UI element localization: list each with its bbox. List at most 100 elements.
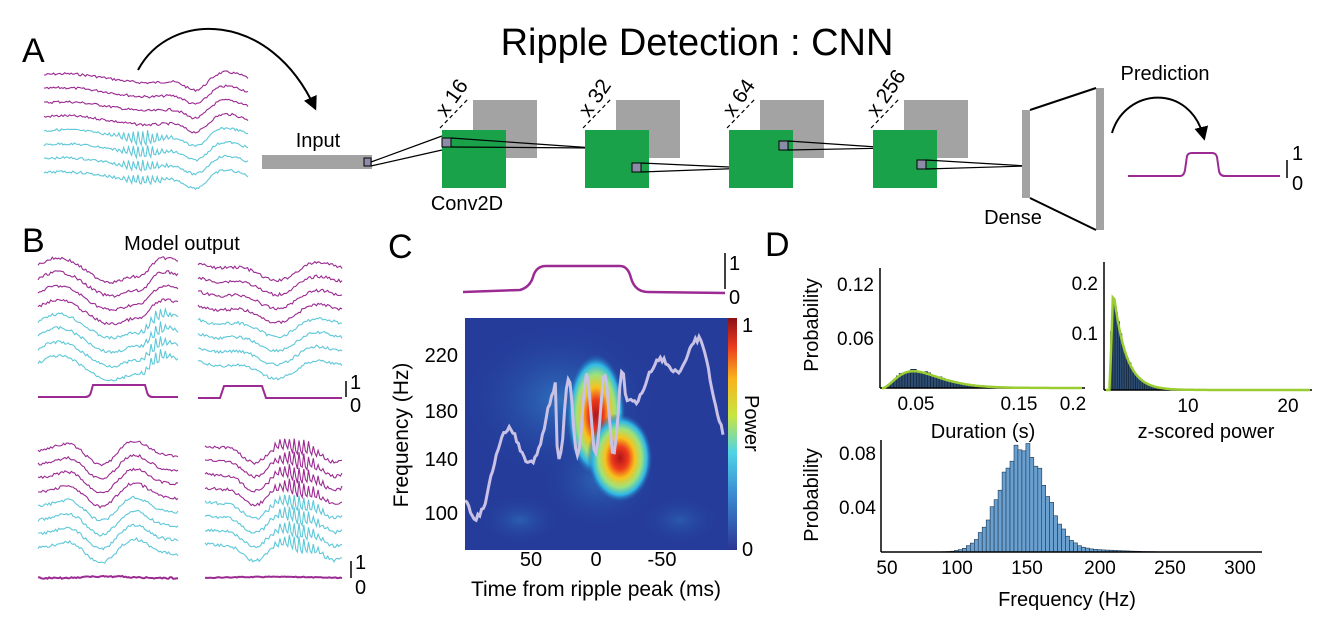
panel-label-c: C <box>388 228 413 266</box>
hist-bar <box>965 545 971 553</box>
signal-trace <box>37 298 179 326</box>
signal-trace <box>197 317 342 339</box>
hist-bar <box>1001 471 1007 553</box>
hist-bar <box>904 372 909 389</box>
b-prediction-1 <box>38 384 178 398</box>
signal-trace <box>43 127 249 148</box>
hist-bar <box>1033 465 1039 553</box>
hist-bar <box>997 489 1003 553</box>
prediction-arrow <box>1111 96 1209 141</box>
signal-trace <box>37 336 179 368</box>
figure-title: Ripple Detection : CNN <box>501 22 894 64</box>
hist-bar <box>1037 467 1043 553</box>
signal-trace <box>37 256 179 285</box>
input-label: Input <box>296 130 341 152</box>
b-prediction-3 <box>37 574 179 580</box>
b-scale-top: 1 <box>350 372 361 394</box>
hist-bar <box>918 372 923 389</box>
hist-bar <box>981 526 987 553</box>
signal-trace <box>197 274 343 297</box>
dur-xtick-1: 0.05 <box>898 394 935 415</box>
signal-trace <box>197 359 343 381</box>
prediction-scale-bottom: 0 <box>1292 173 1303 195</box>
signal-trace <box>204 494 343 520</box>
input-kernel <box>363 157 372 167</box>
signal-trace <box>197 302 343 325</box>
dense-layer <box>1022 87 1104 231</box>
signal-trace <box>37 467 179 494</box>
prediction-label: Prediction <box>1121 63 1210 85</box>
signal-trace <box>197 344 343 367</box>
signal-trace <box>204 464 343 493</box>
dur-ytick-1: 0.12 <box>837 275 874 296</box>
hist-bar <box>1077 545 1082 553</box>
ripple-power-trace <box>465 332 725 523</box>
panel-label-d: D <box>765 226 790 264</box>
f-xlabel: Frequency (Hz) <box>998 589 1136 611</box>
hist-bar <box>989 506 995 553</box>
signal-trace <box>204 534 343 563</box>
model-output-title: Model output <box>124 233 240 255</box>
conv-block-3: x 64 <box>718 75 893 188</box>
panel-a: Input x 16 Conv2D x 32 <box>43 28 1303 231</box>
c-scale-top: 1 <box>729 253 740 275</box>
signal-trace <box>43 98 249 120</box>
colorbar-label: Power <box>740 395 762 452</box>
hist-bar <box>985 519 991 553</box>
signal-trace <box>37 453 179 480</box>
filter-label-2: x 32 <box>574 75 616 121</box>
hist-bar <box>977 532 983 553</box>
f-ytick-1: 0.08 <box>839 444 876 465</box>
dense-label: Dense <box>984 207 1042 229</box>
zscore-histogram <box>1110 299 1186 391</box>
hist-bar <box>915 370 920 389</box>
dur-xtick-3: 0.2 <box>1060 394 1086 415</box>
signal-trace <box>197 260 343 283</box>
c-xtick-2: 0 <box>590 549 601 571</box>
signal-trace <box>37 537 179 564</box>
hist-bar <box>969 542 975 553</box>
z-xlabel: z-scored power <box>1138 421 1275 443</box>
c-ytick-3: 140 <box>425 449 458 471</box>
hist-bar <box>1021 450 1027 553</box>
hist-bar <box>1132 372 1136 391</box>
hist-bar <box>921 371 926 389</box>
signal-trace <box>43 140 249 162</box>
f-ytick-2: 0.04 <box>839 498 876 519</box>
panel-label-b: B <box>22 222 45 260</box>
dur-ylabel: Probability <box>801 278 823 371</box>
hist-bar <box>907 370 911 389</box>
signal-trace <box>204 478 343 507</box>
hist-bar <box>1049 502 1054 553</box>
z-xtick-2: 20 <box>1277 396 1298 417</box>
signal-trace <box>204 451 343 479</box>
f-xtick-3: 150 <box>1011 558 1043 579</box>
panel-b: Model output 1 0 1 0 <box>37 233 366 599</box>
dur-ytick-2: 0.06 <box>837 329 874 350</box>
b-scale2-bottom: 0 <box>355 577 366 599</box>
b-prediction-4 <box>204 575 343 580</box>
c-xtick-1: 50 <box>520 549 542 571</box>
signal-trace <box>37 321 179 354</box>
signal-trace <box>204 506 343 535</box>
panel-d: 0.12 0.06 0.05 0.15 0.2 Duration (s) Pro… <box>801 262 1312 611</box>
b-prediction-2 <box>198 385 342 399</box>
dur-xtick-2: 0.15 <box>1001 394 1038 415</box>
b-scale2-top: 1 <box>355 552 366 574</box>
signal-trace <box>38 523 179 551</box>
signal-trace <box>37 495 179 522</box>
input-arrow <box>137 28 317 111</box>
signal-trace <box>204 438 343 465</box>
hist-bar <box>1009 460 1015 553</box>
panel-c: 1 0 1 0 Power 50 0 -50 Time from ripple … <box>390 253 762 601</box>
signal-trace <box>43 84 249 105</box>
c-xlabel: Time from ripple peak (ms) <box>471 578 721 601</box>
hist-bar <box>1123 353 1127 391</box>
signal-trace <box>43 112 249 134</box>
colorbar <box>728 318 737 550</box>
signal-trace <box>204 521 343 549</box>
z-xtick-1: 10 <box>1177 396 1198 417</box>
signal-trace <box>37 284 179 312</box>
colorbar-top: 1 <box>742 315 753 337</box>
f-xtick-6: 300 <box>1224 558 1256 579</box>
